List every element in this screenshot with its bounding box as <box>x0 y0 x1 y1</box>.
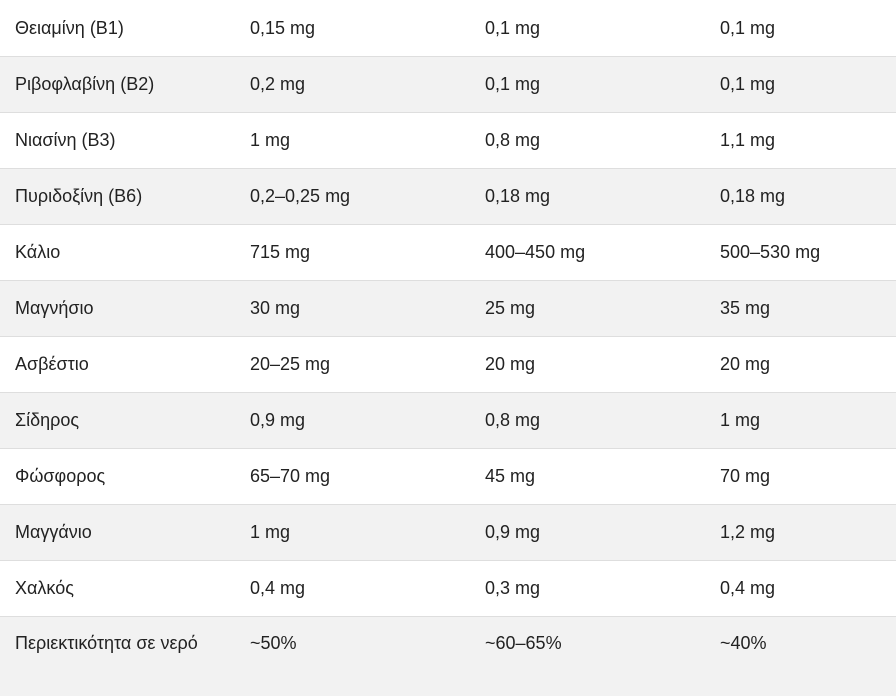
value-cell-col3: 500–530 mg <box>720 242 821 262</box>
value-cell-col3: 70 mg <box>720 466 771 486</box>
table-row: Ριβοφλαβίνη (Β2) 0,2 mg 0,1 mg 0,1 mg <box>0 56 896 112</box>
value-cell-col2: 0,3 mg <box>485 578 541 598</box>
nutrient-name-cell: Θειαμίνη (Β1) <box>15 17 124 38</box>
nutrient-name-cell: Μαγγάνιο <box>15 522 92 542</box>
value-cell-col1: ~50% <box>250 632 297 653</box>
nutrient-name-cell: Χαλκός <box>15 578 74 598</box>
value-cell-col1: 0,15 mg <box>250 17 316 38</box>
table-row: Περιεκτικότητα σε νερό ~50% ~60–65% ~40% <box>0 616 896 696</box>
table-row: Κάλιο 715 mg 400–450 mg 500–530 mg <box>0 224 896 280</box>
value-cell-col1: 0,4 mg <box>250 578 306 598</box>
table-row: Θειαμίνη (Β1) 0,15 mg 0,1 mg 0,1 mg <box>0 0 896 56</box>
value-cell-col3: 0,1 mg <box>720 74 776 94</box>
value-cell-col3: ~40% <box>720 632 767 653</box>
value-cell-col3: 1 mg <box>720 410 761 430</box>
nutrient-name-cell: Πυριδοξίνη (Β6) <box>15 186 143 206</box>
nutrient-name-cell: Μαγνήσιο <box>15 298 94 318</box>
value-cell-col1: 0,9 mg <box>250 410 306 430</box>
nutrient-name-cell: Ασβέστιο <box>15 354 89 374</box>
table-row: Πυριδοξίνη (Β6) 0,2–0,25 mg 0,18 mg 0,18… <box>0 168 896 224</box>
nutrient-name-cell: Φώσφορος <box>15 466 106 486</box>
value-cell-col2: 0,8 mg <box>485 130 541 150</box>
value-cell-col1: 65–70 mg <box>250 466 331 486</box>
value-cell-col1: 0,2 mg <box>250 74 306 94</box>
value-cell-col2: 400–450 mg <box>485 242 586 262</box>
table-row: Σίδηρος 0,9 mg 0,8 mg 1 mg <box>0 392 896 448</box>
value-cell-col2: ~60–65% <box>485 632 562 653</box>
nutrient-name-cell: Περιεκτικότητα σε νερό <box>15 632 198 653</box>
value-cell-col2: 0,1 mg <box>485 17 541 38</box>
value-cell-col2: 0,8 mg <box>485 410 541 430</box>
value-cell-col3: 20 mg <box>720 354 771 374</box>
value-cell-col1: 20–25 mg <box>250 354 331 374</box>
nutrient-name-cell: Ριβοφλαβίνη (Β2) <box>15 74 155 94</box>
value-cell-col2: 20 mg <box>485 354 536 374</box>
value-cell-col3: 35 mg <box>720 298 771 318</box>
value-cell-col2: 0,9 mg <box>485 522 541 542</box>
nutrient-name-cell: Νιασίνη (Β3) <box>15 130 116 150</box>
value-cell-col2: 25 mg <box>485 298 536 318</box>
nutrient-name-cell: Κάλιο <box>15 242 61 262</box>
value-cell-col2: 0,18 mg <box>485 186 551 206</box>
nutrient-name-cell: Σίδηρος <box>15 410 80 430</box>
table-row: Νιασίνη (Β3) 1 mg 0,8 mg 1,1 mg <box>0 112 896 168</box>
value-cell-col2: 45 mg <box>485 466 536 486</box>
table-row: Ασβέστιο 20–25 mg 20 mg 20 mg <box>0 336 896 392</box>
value-cell-col1: 715 mg <box>250 242 311 262</box>
value-cell-col3: 0,18 mg <box>720 186 786 206</box>
value-cell-col3: 0,1 mg <box>720 17 776 38</box>
table-row: Φώσφορος 65–70 mg 45 mg 70 mg <box>0 448 896 504</box>
table-row: Χαλκός 0,4 mg 0,3 mg 0,4 mg <box>0 560 896 616</box>
value-cell-col2: 0,1 mg <box>485 74 541 94</box>
value-cell-col1: 30 mg <box>250 298 301 318</box>
value-cell-col3: 1,1 mg <box>720 130 776 150</box>
value-cell-col3: 1,2 mg <box>720 522 776 542</box>
value-cell-col1: 1 mg <box>250 130 291 150</box>
table-row: Μαγγάνιο 1 mg 0,9 mg 1,2 mg <box>0 504 896 560</box>
value-cell-col3: 0,4 mg <box>720 578 776 598</box>
value-cell-col1: 0,2–0,25 mg <box>250 186 351 206</box>
value-cell-col1: 1 mg <box>250 522 291 542</box>
table-row: Μαγνήσιο 30 mg 25 mg 35 mg <box>0 280 896 336</box>
